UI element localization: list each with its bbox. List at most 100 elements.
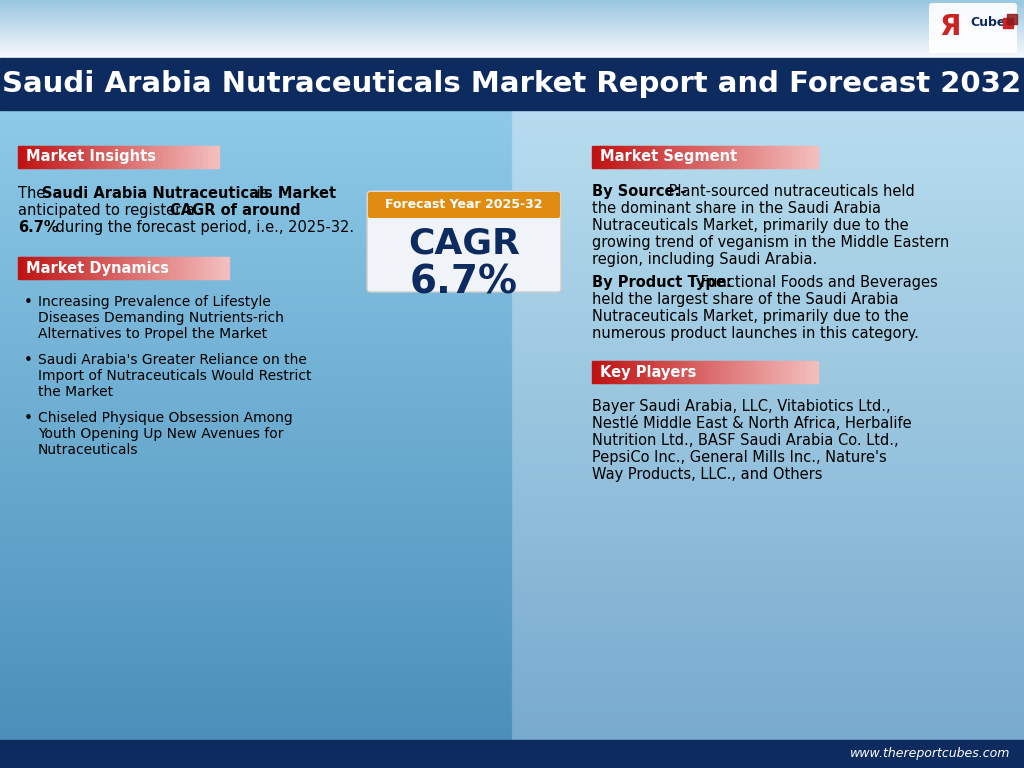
Bar (512, 695, 1024, 696)
Bar (0, 705, 1024, 706)
Bar (0, 670, 1024, 671)
Bar (512, 303, 1024, 304)
Bar (0, 207, 1024, 208)
Bar (512, 500, 1024, 501)
Bar (0, 107, 1024, 108)
Bar (512, 91, 1024, 92)
Bar (111, 146, 114, 168)
Bar (512, 355, 1024, 356)
Bar (0, 397, 1024, 398)
Bar (512, 438, 1024, 439)
Bar (0, 115, 1024, 116)
Bar (512, 418, 1024, 419)
Bar (512, 717, 1024, 718)
Bar (34, 257, 37, 279)
Bar (0, 49, 1024, 50)
Bar (512, 175, 1024, 176)
Bar (49, 257, 52, 279)
Bar (0, 247, 1024, 248)
Bar (0, 28, 1024, 30)
Bar (512, 678, 1024, 679)
Bar (512, 396, 1024, 397)
Bar (0, 66, 1024, 67)
Text: Increasing Prevalence of Lifestyle: Increasing Prevalence of Lifestyle (38, 295, 271, 309)
Bar (0, 328, 1024, 329)
Bar (93, 146, 96, 168)
Bar (0, 38, 1024, 39)
Bar (0, 538, 1024, 539)
Text: By Product Type:: By Product Type: (592, 275, 732, 290)
Bar (708, 361, 711, 383)
Bar (512, 276, 1024, 277)
Bar (512, 148, 1024, 149)
Bar (512, 748, 1024, 749)
Bar (0, 437, 1024, 438)
Bar (0, 651, 1024, 652)
Bar (512, 46, 1024, 47)
Bar (0, 408, 1024, 409)
Bar (79, 257, 82, 279)
Bar (0, 316, 1024, 317)
Bar (0, 252, 1024, 253)
Bar (512, 684, 1024, 685)
Bar (512, 705, 1024, 706)
Bar (0, 266, 1024, 267)
Bar (512, 544, 1024, 545)
Bar (512, 365, 1024, 366)
Bar (0, 6, 1024, 8)
Bar (654, 361, 657, 383)
Bar (512, 307, 1024, 308)
Bar (512, 218, 1024, 219)
Bar (512, 642, 1024, 643)
Bar (512, 765, 1024, 766)
Bar (512, 89, 1024, 90)
Bar (696, 146, 699, 168)
Bar (0, 13, 1024, 14)
Bar (168, 146, 171, 168)
Bar (512, 504, 1024, 505)
Bar (0, 737, 1024, 738)
Bar (512, 178, 1024, 179)
Bar (47, 257, 50, 279)
Bar (0, 661, 1024, 662)
Bar (512, 536, 1024, 537)
Bar (512, 257, 1024, 258)
Bar (512, 79, 1024, 80)
Bar (512, 541, 1024, 542)
Bar (0, 604, 1024, 605)
Bar (512, 523, 1024, 524)
Bar (0, 755, 1024, 756)
Text: Nutrition Ltd., BASF Saudi Arabia Co. Ltd.,: Nutrition Ltd., BASF Saudi Arabia Co. Lt… (592, 433, 899, 448)
Bar (0, 15, 1024, 17)
Bar (512, 469, 1024, 470)
Bar (0, 128, 1024, 129)
Bar (512, 441, 1024, 442)
Bar (0, 761, 1024, 762)
Bar (735, 361, 738, 383)
Bar (512, 211, 1024, 212)
Bar (84, 257, 87, 279)
Bar (512, 44, 1024, 45)
Bar (512, 200, 1024, 201)
Bar (0, 738, 1024, 739)
Bar (138, 146, 141, 168)
Bar (512, 322, 1024, 323)
Bar (512, 578, 1024, 579)
Text: Nutraceuticals Market, primarily due to the: Nutraceuticals Market, primarily due to … (592, 309, 908, 324)
Bar (512, 712, 1024, 713)
Bar (0, 507, 1024, 508)
Bar (0, 516, 1024, 517)
Bar (0, 751, 1024, 752)
Bar (512, 480, 1024, 481)
Bar (659, 361, 663, 383)
Bar (512, 165, 1024, 166)
Bar (512, 415, 1024, 416)
Bar (634, 361, 638, 383)
Bar (512, 123, 1024, 124)
Bar (512, 519, 1024, 520)
Bar (512, 460, 1024, 461)
Bar (753, 361, 756, 383)
Bar (0, 16, 1024, 18)
Bar (654, 146, 657, 168)
Bar (0, 63, 1024, 64)
